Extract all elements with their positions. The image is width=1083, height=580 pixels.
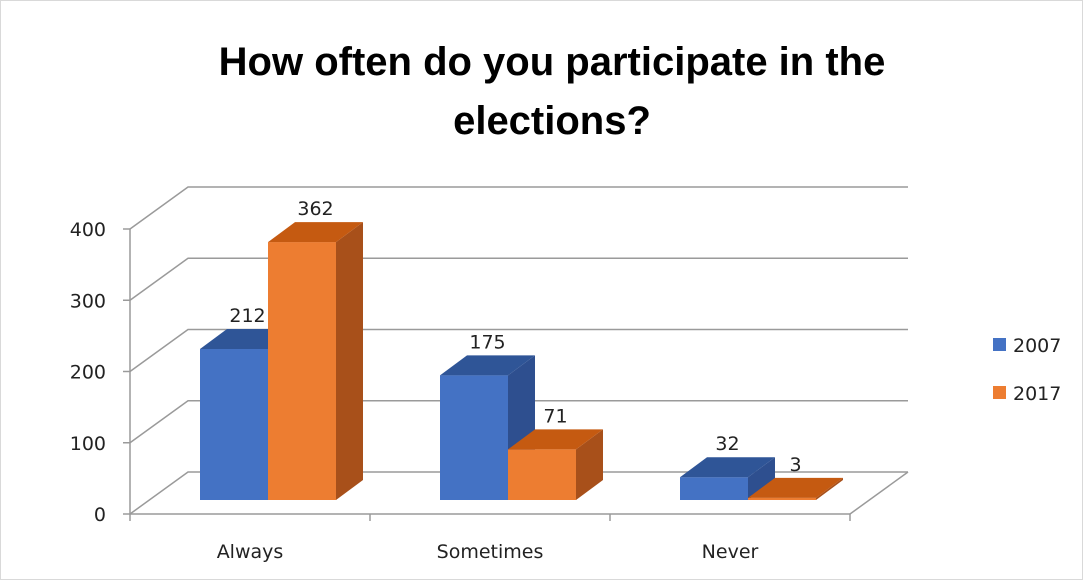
title-line-2: elections? [453, 99, 651, 143]
gridline [129, 400, 908, 444]
legend-swatch [993, 338, 1006, 351]
bar [680, 457, 775, 500]
chart-title: How often do you participate in the elec… [219, 40, 886, 143]
bar [268, 222, 363, 500]
gridlines [129, 186, 908, 515]
bar-top [268, 222, 363, 243]
bar-front [440, 375, 508, 500]
y-axis-ticks: 0 100 200 300 400 [70, 219, 106, 526]
data-label: 71 [543, 405, 567, 427]
data-labels: 212 362 175 71 32 3 [229, 198, 801, 476]
y-tick-label: 0 [94, 504, 106, 526]
data-label: 362 [297, 198, 333, 220]
legend-swatch [993, 386, 1006, 399]
bar [440, 355, 535, 500]
bar-front [680, 477, 748, 500]
data-label: 32 [715, 433, 739, 455]
x-tick-label: Always [217, 541, 284, 563]
gridline [129, 471, 908, 515]
data-label: 3 [789, 454, 801, 476]
bar-side [336, 222, 363, 500]
x-tick-label: Never [702, 541, 759, 563]
bar-side [816, 477, 843, 500]
bar-side [576, 429, 603, 500]
y-tick-label: 100 [70, 433, 106, 455]
data-label: 175 [469, 331, 505, 353]
gridline [129, 328, 908, 373]
legend-label: 2007 [1013, 335, 1061, 357]
bar-top [508, 429, 603, 450]
axes [123, 228, 909, 521]
bar-top [680, 457, 775, 478]
legend-label: 2017 [1013, 383, 1061, 405]
bars [200, 222, 843, 500]
x-axis-ticks: Always Sometimes Never [217, 541, 759, 563]
data-label: 212 [229, 305, 265, 327]
bar [748, 477, 843, 500]
legend: 2007 2017 [993, 335, 1061, 405]
bar-front [268, 242, 336, 500]
y-tick-label: 300 [70, 290, 106, 312]
x-tick-label: Sometimes [437, 541, 544, 563]
floor-right-edge [849, 471, 909, 515]
bar-top [440, 355, 535, 376]
bar [508, 429, 603, 500]
bar-top [748, 477, 843, 498]
gridline [129, 257, 908, 301]
bar-front [748, 497, 816, 500]
bar-front [200, 348, 268, 500]
title-line-1: How often do you participate in the [219, 40, 886, 84]
bar-front [508, 449, 576, 500]
y-tick-label: 400 [70, 219, 106, 241]
y-tick-label: 200 [70, 362, 106, 384]
bar-side [748, 457, 775, 500]
gridline [129, 186, 908, 230]
